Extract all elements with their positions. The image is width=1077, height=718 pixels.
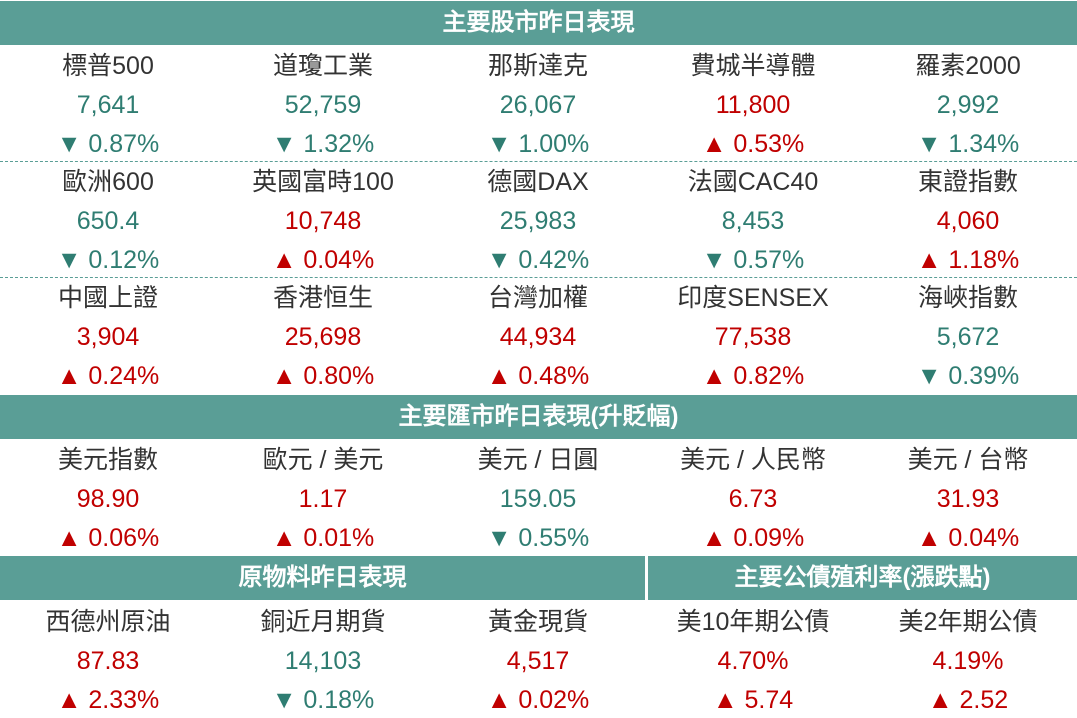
item-change: ▼ 0.18%	[271, 686, 375, 714]
item-name: 中國上證	[57, 284, 158, 312]
item-value: 2,992	[936, 91, 1000, 119]
item-name: 美2年期公債	[898, 608, 1038, 636]
item-name: 美元 / 日圓	[477, 446, 599, 474]
item-change: ▲ 1.18%	[916, 246, 1020, 274]
item-change: ▼ 1.00%	[486, 130, 590, 158]
row-divider	[0, 277, 1077, 278]
item-name: 印度SENSEX	[677, 284, 829, 312]
item-change: ▲ 0.09%	[701, 524, 805, 552]
item-change: ▼ 0.12%	[56, 246, 160, 274]
item-name: 英國富時100	[252, 168, 394, 196]
item-value: 44,934	[499, 323, 577, 351]
section-header: 原物料昨日表現	[0, 556, 645, 600]
item-name: 美元指數	[57, 446, 158, 474]
row-divider	[0, 161, 1077, 162]
item-value: 10,748	[284, 207, 362, 235]
item-change: ▲ 0.24%	[56, 362, 160, 390]
section-header: 主要公債殖利率(漲跌點)	[648, 556, 1077, 600]
item-value: 4.19%	[932, 647, 1004, 675]
section-header: 主要匯市昨日表現(升貶幅)	[0, 395, 1077, 439]
item-value: 1.17	[298, 485, 348, 513]
item-change: ▲ 0.06%	[56, 524, 160, 552]
item-change: ▲ 0.82%	[701, 362, 805, 390]
item-name: 西德州原油	[45, 608, 171, 636]
item-value: 77,538	[714, 323, 792, 351]
item-name: 台灣加權	[487, 284, 588, 312]
item-value: 5,672	[936, 323, 1000, 351]
item-name: 標普500	[62, 52, 154, 80]
item-change: ▼ 0.39%	[916, 362, 1020, 390]
item-name: 德國DAX	[487, 168, 589, 196]
item-name: 東證指數	[917, 168, 1018, 196]
item-value: 25,983	[499, 207, 577, 235]
item-value: 3,904	[76, 323, 140, 351]
item-change: ▼ 1.32%	[271, 130, 375, 158]
item-value: 52,759	[284, 91, 362, 119]
item-change: ▲ 5.74	[712, 686, 794, 714]
item-value: 25,698	[284, 323, 362, 351]
item-change: ▼ 0.57%	[701, 246, 805, 274]
item-value: 31.93	[936, 485, 1000, 513]
item-name: 費城半導體	[690, 52, 816, 80]
item-change: ▲ 2.33%	[56, 686, 160, 714]
item-change: ▲ 0.53%	[701, 130, 805, 158]
item-name: 黃金現貨	[487, 608, 588, 636]
item-name: 歐元 / 美元	[262, 446, 384, 474]
item-change: ▲ 0.04%	[271, 246, 375, 274]
item-name: 美元 / 人民幣	[680, 446, 826, 474]
item-name: 香港恒生	[272, 284, 373, 312]
item-value: 98.90	[76, 485, 140, 513]
item-value: 8,453	[721, 207, 785, 235]
item-name: 美元 / 台幣	[907, 446, 1029, 474]
item-name: 美10年期公債	[676, 608, 830, 636]
item-name: 法國CAC40	[687, 168, 819, 196]
item-name: 銅近月期貨	[260, 608, 386, 636]
item-change: ▼ 1.34%	[916, 130, 1020, 158]
item-value: 26,067	[499, 91, 577, 119]
item-change: ▲ 2.52	[927, 686, 1009, 714]
item-change: ▲ 0.80%	[271, 362, 375, 390]
item-name: 海峽指數	[917, 284, 1018, 312]
item-change: ▲ 0.02%	[486, 686, 590, 714]
item-change: ▲ 0.04%	[916, 524, 1020, 552]
item-value: 4.70%	[717, 647, 789, 675]
item-value: 650.4	[76, 207, 140, 235]
item-change: ▲ 0.48%	[486, 362, 590, 390]
item-name: 羅素2000	[915, 52, 1021, 80]
item-value: 14,103	[284, 647, 362, 675]
item-change: ▼ 0.55%	[486, 524, 590, 552]
item-change: ▼ 0.87%	[56, 130, 160, 158]
item-value: 159.05	[499, 485, 577, 513]
item-value: 4,060	[936, 207, 1000, 235]
item-change: ▼ 0.42%	[486, 246, 590, 274]
section-header: 主要股市昨日表現	[0, 1, 1077, 45]
item-name: 那斯達克	[487, 52, 588, 80]
item-change: ▲ 0.01%	[271, 524, 375, 552]
item-name: 道瓊工業	[272, 52, 373, 80]
item-value: 87.83	[76, 647, 140, 675]
item-name: 歐洲600	[62, 168, 154, 196]
item-value: 6.73	[728, 485, 778, 513]
item-value: 7,641	[76, 91, 140, 119]
item-value: 11,800	[715, 91, 791, 119]
item-value: 4,517	[506, 647, 570, 675]
